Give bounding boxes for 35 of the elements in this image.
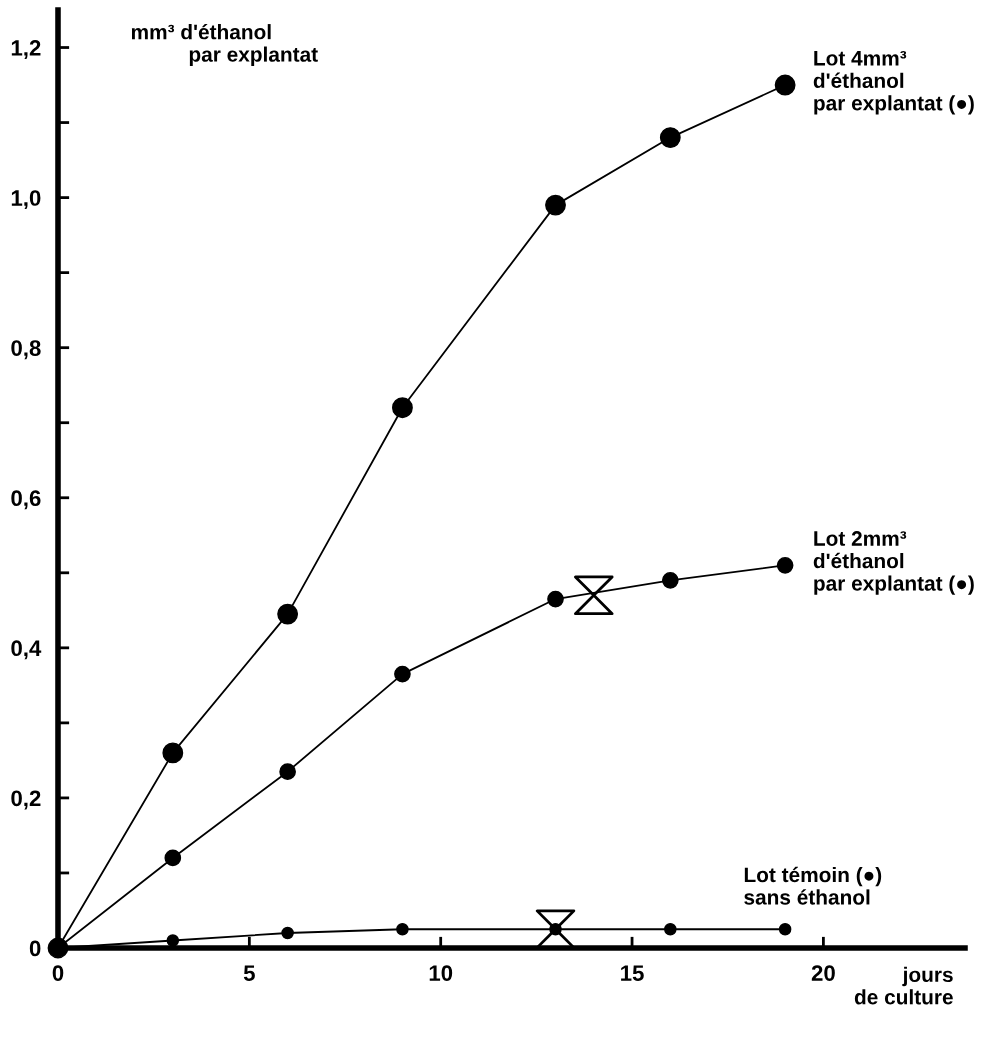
point xyxy=(661,571,679,589)
x-tick-label: 5 xyxy=(243,965,255,981)
point xyxy=(774,74,796,96)
point xyxy=(659,127,681,148)
y-tick-label: 0,8 xyxy=(11,340,41,360)
series-label: Lot 2mm³ d'éthanol par explantat (●) xyxy=(813,531,974,595)
point xyxy=(392,397,413,419)
y-axis-title: mm³ d'éthanol par explantat xyxy=(131,23,318,66)
y-tick-label: 1,2 xyxy=(11,40,41,60)
point xyxy=(545,194,566,216)
x-tick-label: 0 xyxy=(52,965,64,981)
point xyxy=(164,849,182,867)
point xyxy=(396,922,409,936)
point xyxy=(279,763,296,780)
point xyxy=(394,665,411,683)
y-tick-label: 1,0 xyxy=(11,190,41,210)
x-tick-label: 10 xyxy=(429,965,453,981)
y-tick-label: 0 xyxy=(29,940,41,957)
series-label: Lot 4mm³ d'éthanol par explantat (●) xyxy=(813,50,974,115)
point xyxy=(776,556,794,574)
point xyxy=(778,922,792,936)
y-tick-label: 0,6 xyxy=(11,490,41,510)
point xyxy=(277,603,299,625)
point xyxy=(574,575,614,616)
series-label: Lot témoin (●) sans éthanol xyxy=(744,866,882,905)
point xyxy=(162,742,184,764)
x-tick-label: 15 xyxy=(621,965,644,981)
point xyxy=(166,934,180,947)
point xyxy=(664,922,677,936)
x-axis-title: jours de culture xyxy=(854,966,953,1005)
point xyxy=(547,590,564,608)
y-tick-label: 0,2 xyxy=(11,790,41,810)
point xyxy=(281,926,294,940)
x-tick-label: 20 xyxy=(811,965,835,981)
y-tick-label: 0,4 xyxy=(11,640,42,660)
